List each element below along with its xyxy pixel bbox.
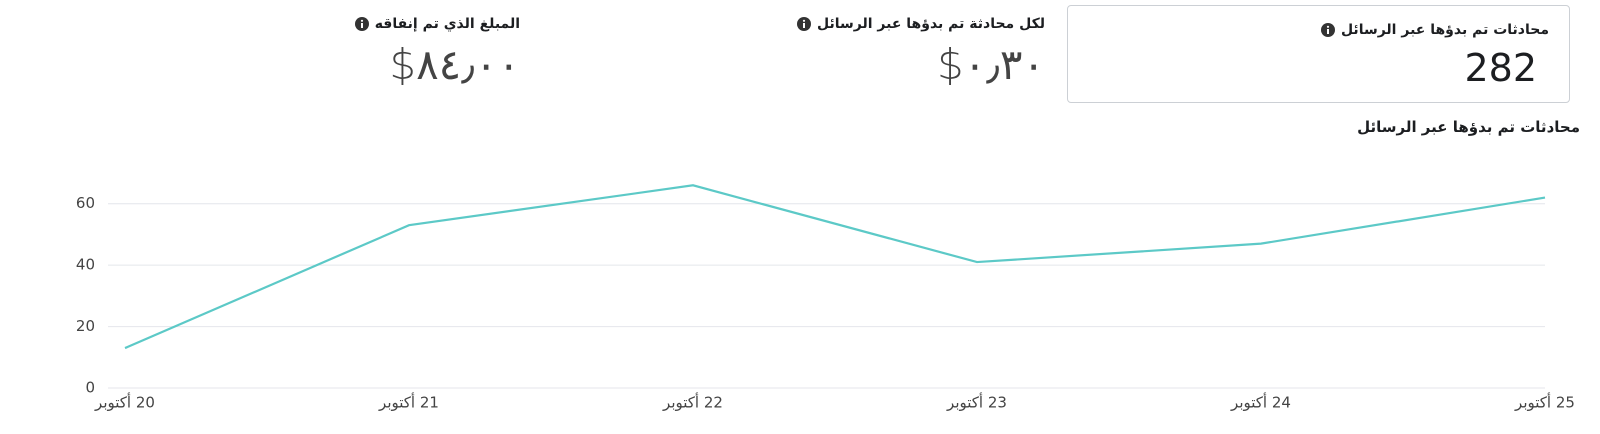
metric-value: 282 [1464,46,1537,90]
x-tick-label: 25 أكتوبر [1514,393,1575,412]
metric-card: محادثات تم بدؤها عبر الرسائل 282 [1067,5,1570,103]
metric-label-row: لكل محادثة تم بدؤها عبر الرسائل [797,16,1045,32]
x-tick-label: 22 أكتوبر [662,393,723,412]
metric-value: ٨٤٫٠٠$ [389,40,520,89]
x-tick-label: 23 أكتوبر [946,393,1007,412]
metric: لكل محادثة تم بدؤها عبر الرسائل ٠٫٣٠$ [797,16,1045,89]
metric-label: لكل محادثة تم بدؤها عبر الرسائل [817,16,1045,32]
y-tick-label: 40 [76,256,95,274]
chart-title: محادثات تم بدؤها عبر الرسائل [1357,118,1580,136]
y-tick-label: 0 [85,379,95,397]
info-icon[interactable] [354,17,369,31]
y-tick-label: 60 [76,194,95,212]
y-tick-label: 20 [76,317,95,335]
metric-label: المبلغ الذي تم إنفاقه [374,16,520,32]
line [124,184,1546,350]
metric-value: ٠٫٣٠$ [936,40,1045,89]
info-icon[interactable] [1320,23,1335,37]
metric: المبلغ الذي تم إنفاقه ٨٤٫٠٠$ [354,16,520,89]
metric-label-row: المبلغ الذي تم إنفاقه [354,16,520,32]
x-tick-label: 20 أكتوبر [94,393,155,412]
metric-label: محادثات تم بدؤها عبر الرسائل [1340,22,1549,38]
x-tick-label: 21 أكتوبر [378,393,439,412]
info-icon[interactable] [797,17,811,31]
metric-label-row: محادثات تم بدؤها عبر الرسائل [1068,22,1549,38]
x-tick-label: 24 أكتوبر [1230,393,1291,412]
